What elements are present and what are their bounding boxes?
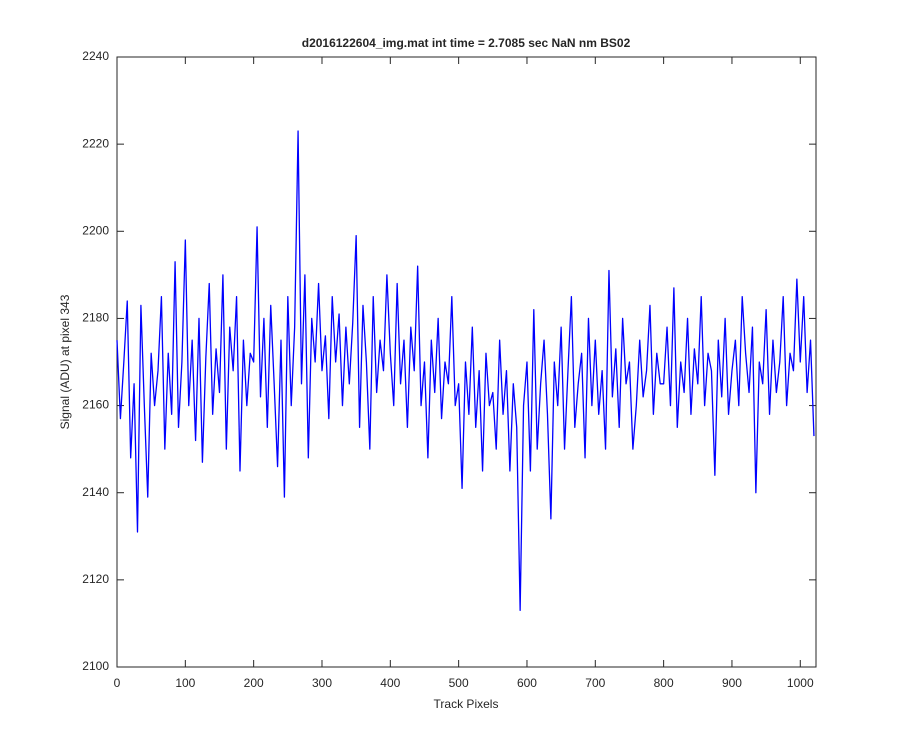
x-tick-label: 300 xyxy=(312,676,332,690)
x-tick-label: 500 xyxy=(449,676,469,690)
y-tick-label: 2180 xyxy=(82,311,109,325)
y-tick-label: 2200 xyxy=(82,223,109,237)
chart-title: d2016122604_img.mat int time = 2.7085 se… xyxy=(302,36,631,50)
x-tick-label: 700 xyxy=(585,676,605,690)
x-axis-label: Track Pixels xyxy=(434,697,499,711)
y-tick-label: 2220 xyxy=(82,136,109,150)
x-tick-label: 100 xyxy=(175,676,195,690)
y-tick-label: 2160 xyxy=(82,398,109,412)
y-axis-label: Signal (ADU) at pixel 343 xyxy=(58,294,72,429)
plot-area xyxy=(116,56,817,668)
x-tick-label: 800 xyxy=(654,676,674,690)
y-tick-label: 2100 xyxy=(82,659,109,673)
x-tick-label: 0 xyxy=(114,676,121,690)
data-line xyxy=(116,130,815,612)
x-tick-label: 900 xyxy=(722,676,742,690)
y-tick-label: 2120 xyxy=(82,572,109,586)
y-tick-label: 2140 xyxy=(82,485,109,499)
x-tick-label: 1000 xyxy=(787,676,814,690)
x-tick-label: 400 xyxy=(380,676,400,690)
x-tick-label: 200 xyxy=(244,676,264,690)
y-tick-label: 2240 xyxy=(82,49,109,63)
x-tick-label: 600 xyxy=(517,676,537,690)
